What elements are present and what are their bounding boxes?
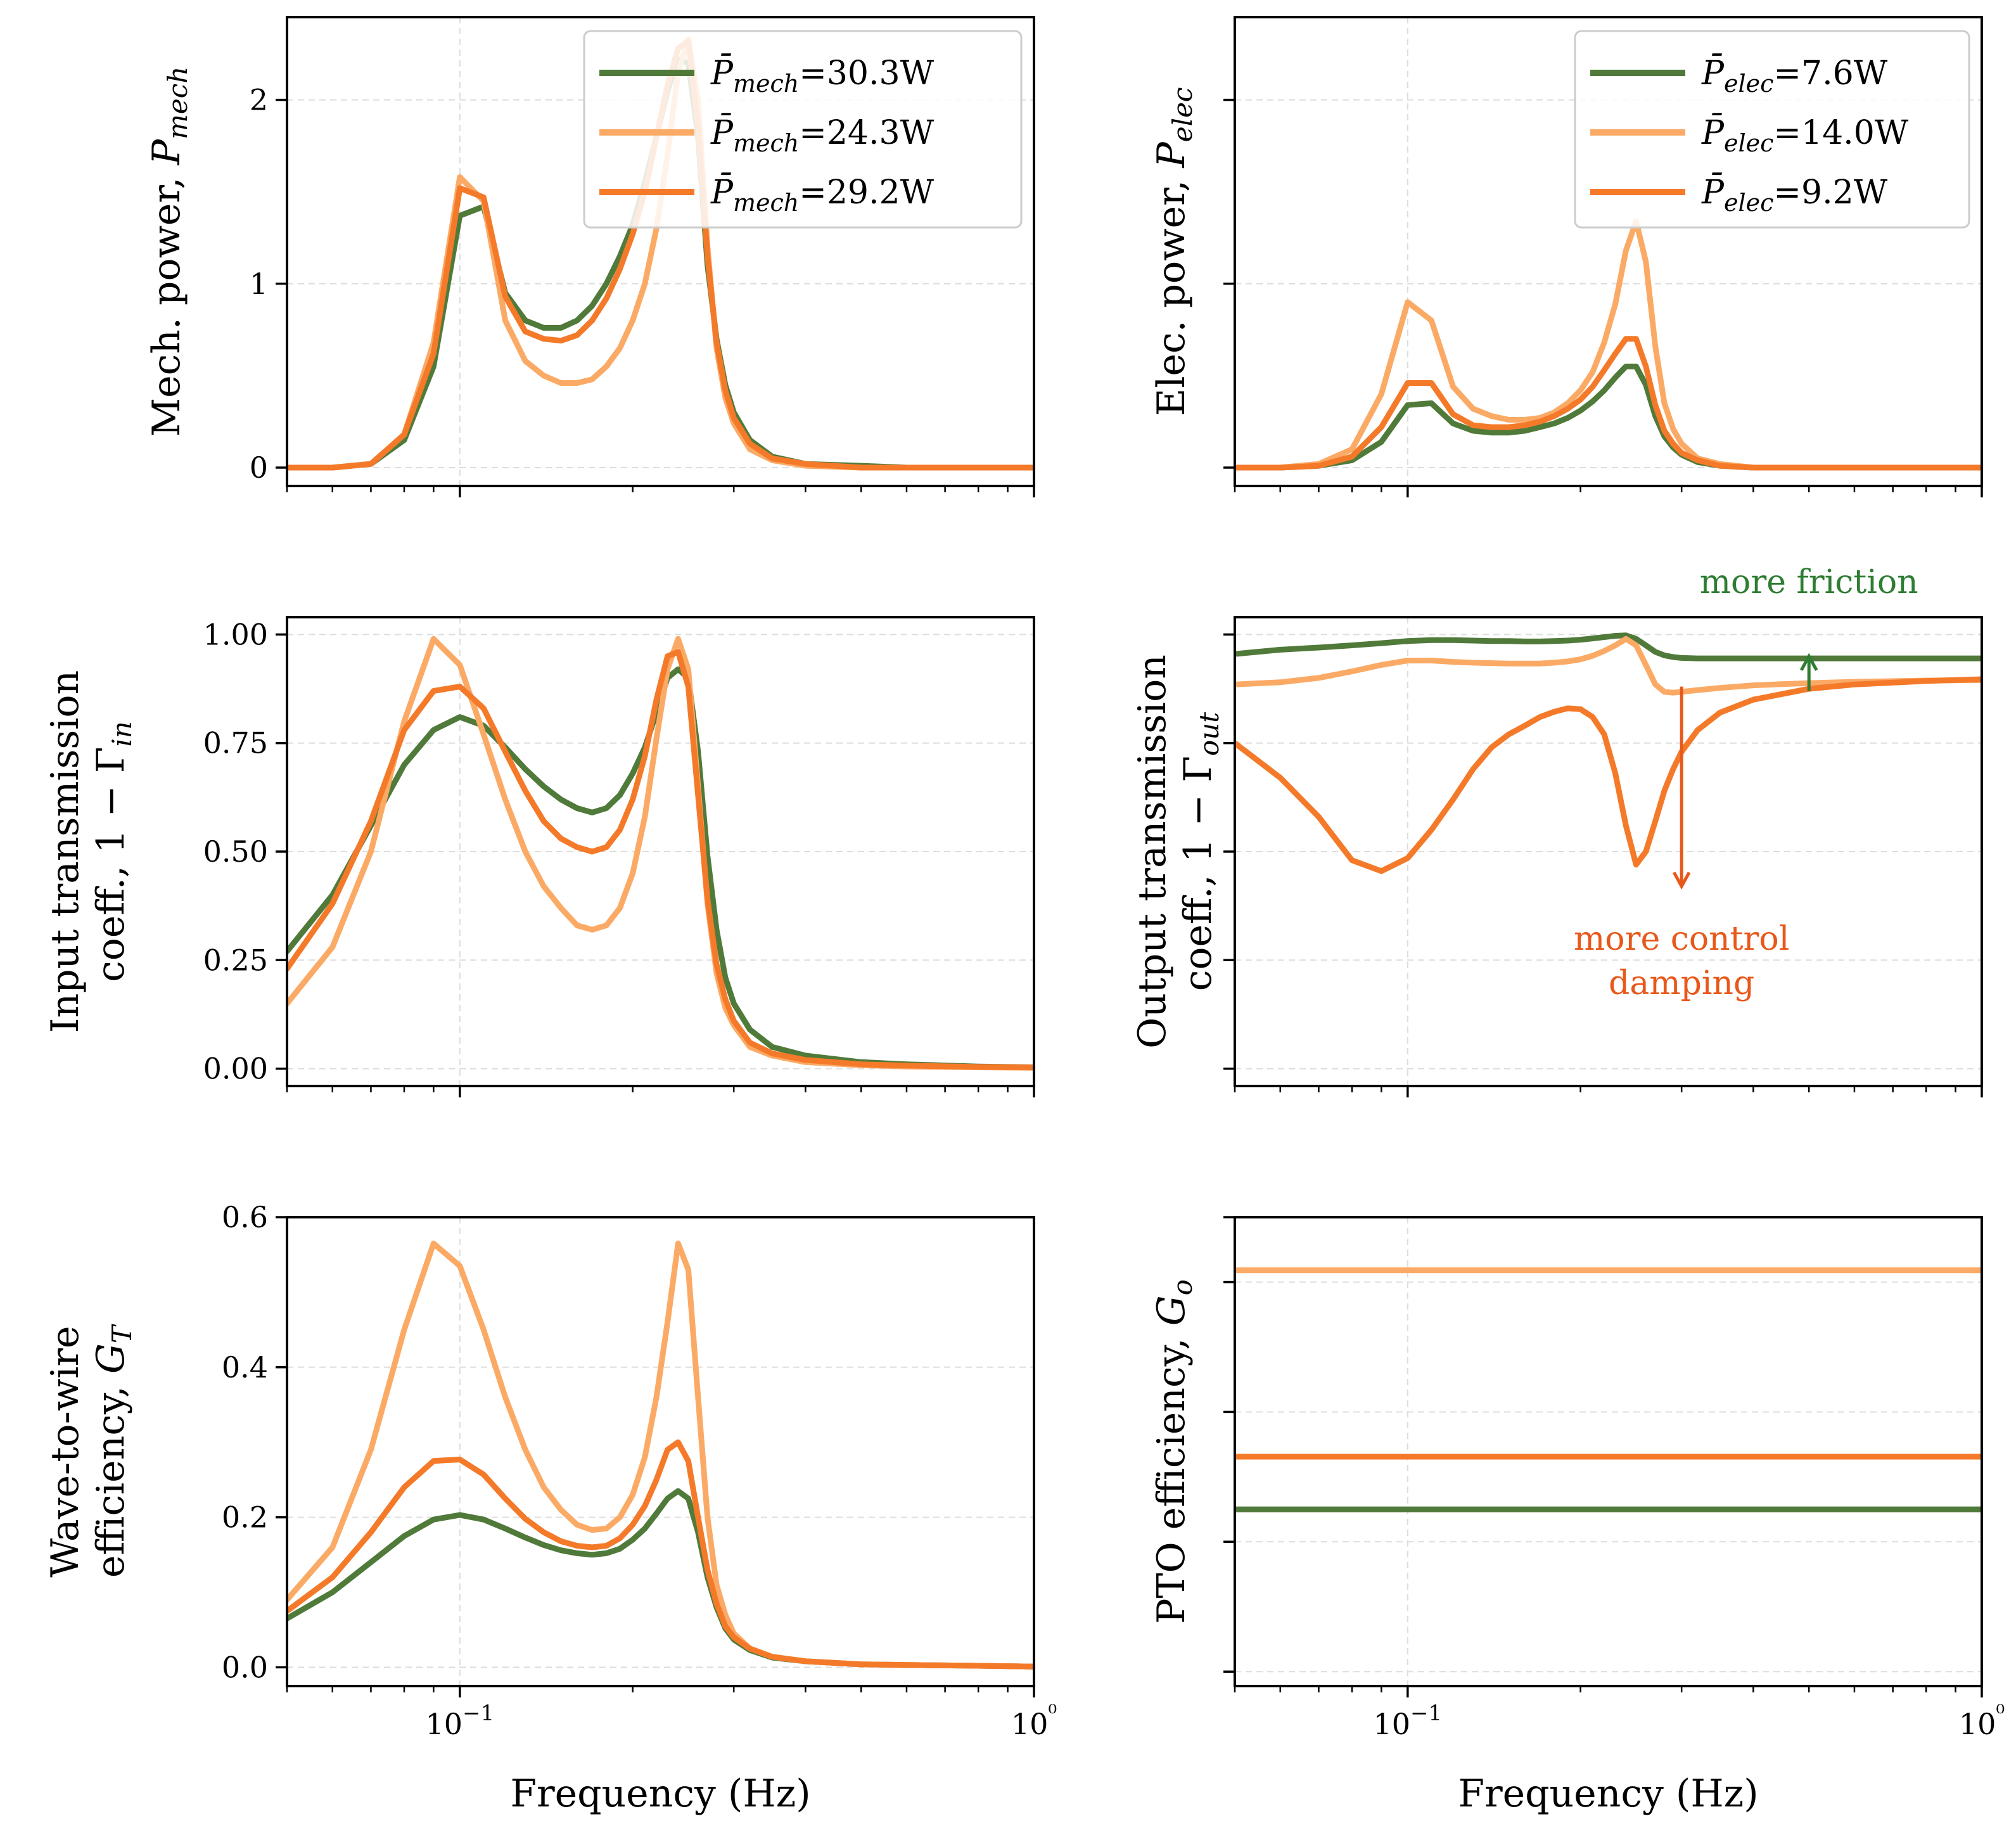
grid — [287, 617, 1034, 1086]
series-line-light_orange — [1235, 218, 1982, 471]
annotations: more friction more control damping — [1574, 563, 1918, 1002]
legend: P̄elec=7.6W P̄elec=14.0W P̄elec=9.2W — [1574, 30, 1970, 229]
legend-entry-label: P̄mech=24.3W — [710, 113, 935, 157]
series-line-orange — [1235, 676, 1982, 874]
series-line-orange — [287, 649, 1034, 1070]
x-ticks — [286, 1086, 1035, 1097]
y-tick-label: 0.6 — [222, 1200, 268, 1234]
y-axis-label-text: coeff., 1 − Γin — [89, 721, 137, 982]
y-axis-label: Output transmission coeff., 1 − Γout — [1130, 655, 1225, 1049]
arrow-head — [1672, 871, 1691, 890]
annotation-more-control-damping: damping — [1609, 964, 1754, 1002]
y-ticks — [1223, 633, 1235, 1070]
series-group — [1235, 218, 1982, 471]
annotation-more-friction: more friction — [1700, 563, 1918, 601]
x-ticks: 10−1 10⁰ — [1234, 1686, 2005, 1741]
x-axis-label: Frequency (Hz) — [510, 1772, 810, 1816]
y-tick-label: 0.00 — [203, 1052, 268, 1086]
y-axis-label-line1: Input transmission — [43, 670, 87, 1033]
y-axis-label-text: Elec. power, Pelec — [1149, 87, 1198, 416]
grid — [1235, 617, 1982, 1086]
x-ticks: 10−1 10⁰ — [286, 1686, 1057, 1741]
x-tick-label: 10−1 — [1373, 1701, 1442, 1741]
y-tick-label: 2 — [250, 83, 268, 117]
axes-frame — [1234, 1216, 1983, 1687]
y-tick-label: 0.0 — [222, 1650, 268, 1684]
x-tick-label: 10⁰ — [1959, 1701, 2005, 1741]
arrow-head — [1800, 653, 1818, 671]
series-line-light_orange — [287, 636, 1034, 1071]
x-ticks — [286, 486, 1035, 497]
y-ticks: 0.0 0.2 0.4 0.6 — [222, 1200, 287, 1684]
grid — [1235, 1217, 1982, 1686]
y-tick-label: 0 — [250, 451, 268, 485]
axes-frame — [286, 16, 1035, 487]
y-axis-label-text: coeff., 1 − Γout — [1176, 712, 1225, 992]
series-group — [1235, 1267, 1982, 1512]
panel-elec-power: Elec. power, Pelec P̄elec=7.6W P̄elec=14.0… — [1149, 16, 1983, 497]
y-axis-label-text: Mech. power, Pmech — [144, 67, 193, 437]
panel-input-transmission: 0.00 0.25 0.50 0.75 1.00 Input transmission co… — [43, 616, 1035, 1097]
series-group — [1235, 632, 1982, 874]
y-tick-label: 1.00 — [203, 617, 268, 651]
axes-frame — [1234, 16, 1983, 487]
y-tick-label: 0.75 — [203, 726, 268, 760]
y-tick-label: 1 — [250, 267, 268, 301]
y-tick-label: 0.50 — [203, 834, 268, 869]
y-axis-label-line1: Output transmission — [1130, 655, 1175, 1049]
x-axis-label: Frequency (Hz) — [1458, 1772, 1758, 1816]
x-ticks — [1234, 486, 1983, 497]
y-axis-label: PTO efficiency, Go — [1149, 1279, 1198, 1624]
series-group — [287, 1240, 1034, 1670]
y-axis-label: Mech. power, Pmech — [144, 67, 193, 437]
panel-pto-efficiency: 10−1 10⁰ Frequency (Hz) PTO efficiency, Go — [1149, 1216, 2005, 1816]
series-line-light_orange — [287, 1240, 1034, 1670]
series-line-orange — [287, 1439, 1034, 1670]
legend-box — [1574, 30, 1970, 229]
legend-entry-label: P̄elec=9.2W — [1701, 173, 1888, 217]
y-axis-label-line1: Wave-to-wire — [43, 1326, 87, 1577]
series-group — [287, 636, 1034, 1071]
axes-frame — [286, 1216, 1035, 1687]
annotation-more-control-damping: more control — [1574, 920, 1789, 958]
y-tick-label: 0.25 — [203, 943, 268, 977]
y-axis-label-text: PTO efficiency, Go — [1149, 1279, 1198, 1624]
legend: P̄mech=30.3W P̄mech=24.3W P̄mech=29.2W — [583, 30, 1023, 229]
y-ticks — [1223, 98, 1235, 469]
y-axis-label: Elec. power, Pelec — [1149, 87, 1198, 416]
legend-entry-label: P̄mech=30.3W — [710, 54, 935, 98]
x-tick-label: 10−1 — [425, 1701, 494, 1741]
y-ticks: 0.00 0.25 0.50 0.75 1.00 — [203, 617, 287, 1086]
grid — [287, 17, 1034, 486]
x-ticks — [1234, 1086, 1983, 1097]
legend-box — [583, 30, 1023, 229]
series-line-green — [1235, 632, 1982, 661]
y-axis-label: Wave-to-wire efficiency, GT — [43, 1324, 137, 1578]
x-tick-label: 10⁰ — [1011, 1701, 1057, 1741]
grid — [287, 1217, 1034, 1686]
y-tick-label: 0.2 — [222, 1500, 268, 1535]
legend-entry-label: P̄mech=29.2W — [710, 173, 935, 217]
legend-entry-label: P̄elec=7.6W — [1701, 54, 1888, 98]
y-axis-label: Input transmission coeff., 1 − Γin — [43, 670, 137, 1033]
y-ticks — [1223, 1216, 1235, 1673]
series-line-light_orange — [1235, 636, 1982, 696]
y-tick-label: 0.4 — [222, 1350, 268, 1384]
y-axis-label-text: efficiency, GT — [89, 1324, 137, 1578]
y-ticks: 0 1 2 — [250, 83, 287, 485]
panel-wave-to-wire: 10−1 10⁰ Frequency (Hz) 0.0 0.2 0.4 0.6 Wave-to… — [43, 1200, 1057, 1816]
series-line-orange — [1235, 336, 1982, 471]
legend-entry-label: P̄elec=14.0W — [1701, 113, 1909, 157]
panel-output-transmission: Output transmission coeff., 1 − Γout more … — [1130, 563, 1983, 1097]
